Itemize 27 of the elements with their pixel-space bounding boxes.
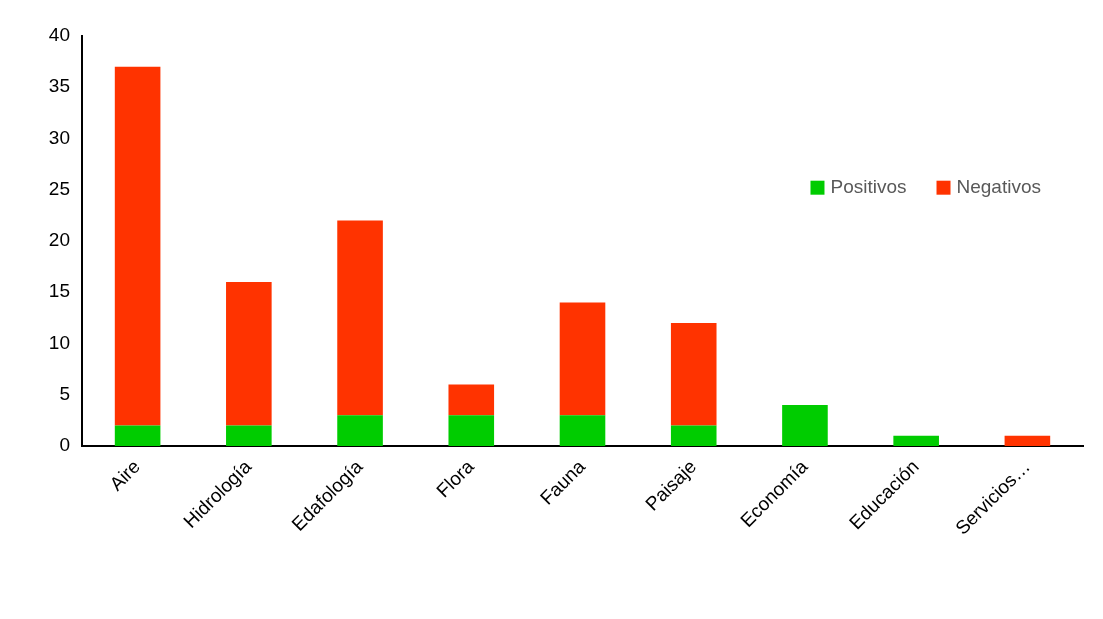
bar bbox=[670, 323, 717, 426]
y-tick-label: 10 bbox=[48, 331, 70, 353]
y-tick-label: 25 bbox=[48, 177, 70, 199]
y-tick-label: 40 bbox=[48, 24, 70, 46]
bar bbox=[114, 425, 161, 446]
bar bbox=[670, 425, 717, 446]
bar bbox=[226, 425, 272, 446]
y-tick-label: 20 bbox=[48, 229, 70, 251]
bar bbox=[114, 66, 161, 426]
bar bbox=[337, 220, 383, 416]
y-tick-label: 0 bbox=[59, 434, 70, 456]
bar bbox=[559, 415, 606, 446]
bar bbox=[782, 405, 828, 446]
y-tick-label: 5 bbox=[59, 382, 70, 404]
bar bbox=[226, 282, 272, 426]
y-tick-label: 30 bbox=[48, 126, 70, 148]
x-tick-label: Aire bbox=[105, 455, 145, 495]
legend-label: Negativos bbox=[956, 175, 1042, 197]
bar bbox=[448, 415, 495, 446]
bar bbox=[1004, 435, 1051, 446]
bar bbox=[893, 435, 939, 446]
bar bbox=[337, 415, 383, 446]
legend-label: Positivos bbox=[830, 175, 907, 197]
bar bbox=[448, 384, 495, 416]
y-tick-label: 15 bbox=[48, 280, 70, 302]
y-tick-label: 35 bbox=[48, 75, 70, 97]
bar bbox=[559, 302, 606, 416]
